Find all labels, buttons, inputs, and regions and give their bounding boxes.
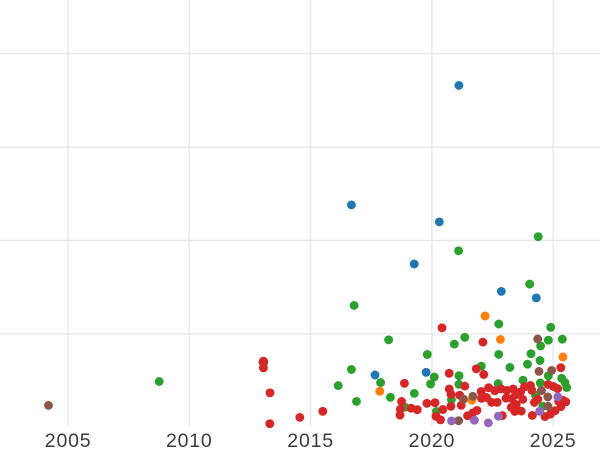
svg-text:2020: 2020 [409, 430, 456, 450]
svg-text:2015: 2015 [287, 430, 334, 450]
svg-text:2005: 2005 [45, 430, 92, 450]
svg-text:2025: 2025 [530, 430, 577, 450]
svg-text:2010: 2010 [166, 430, 213, 450]
